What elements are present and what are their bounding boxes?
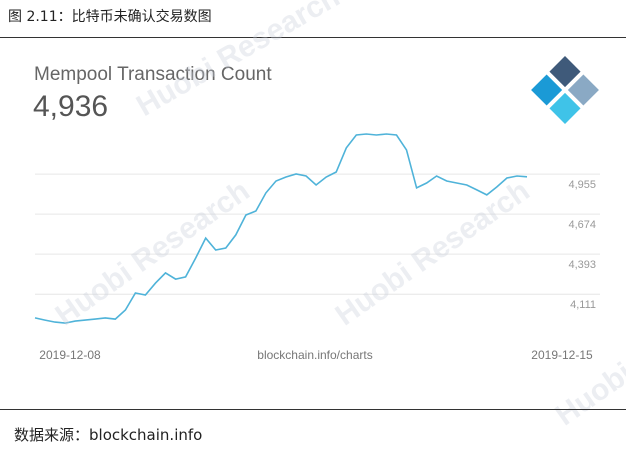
- logo: [531, 56, 599, 124]
- y-tick-label: 4,111: [570, 299, 596, 311]
- data-line: [34, 133, 528, 324]
- watermark: Huobi Research: [330, 174, 536, 332]
- watermark: Huobi Research: [131, 0, 345, 123]
- credit: blockchain.info/charts: [257, 348, 372, 362]
- figure-caption: 图 2.11：比特币未确认交易数图: [8, 9, 212, 25]
- x-label: 2019-12-08: [39, 348, 101, 362]
- bottom-rule: [0, 409, 626, 410]
- chart-title: Mempool Transaction Count: [34, 64, 272, 85]
- x-label: 2019-12-15: [531, 348, 593, 362]
- source-note: 数据来源：blockchain.info: [14, 426, 203, 444]
- watermark: Huobi Research: [50, 174, 256, 332]
- top-rule: [0, 37, 626, 38]
- y-tick-label: 4,393: [568, 259, 596, 271]
- headline-value: 4,936: [33, 90, 108, 123]
- y-tick-label: 4,955: [568, 179, 596, 191]
- y-tick-label: 4,674: [568, 219, 596, 231]
